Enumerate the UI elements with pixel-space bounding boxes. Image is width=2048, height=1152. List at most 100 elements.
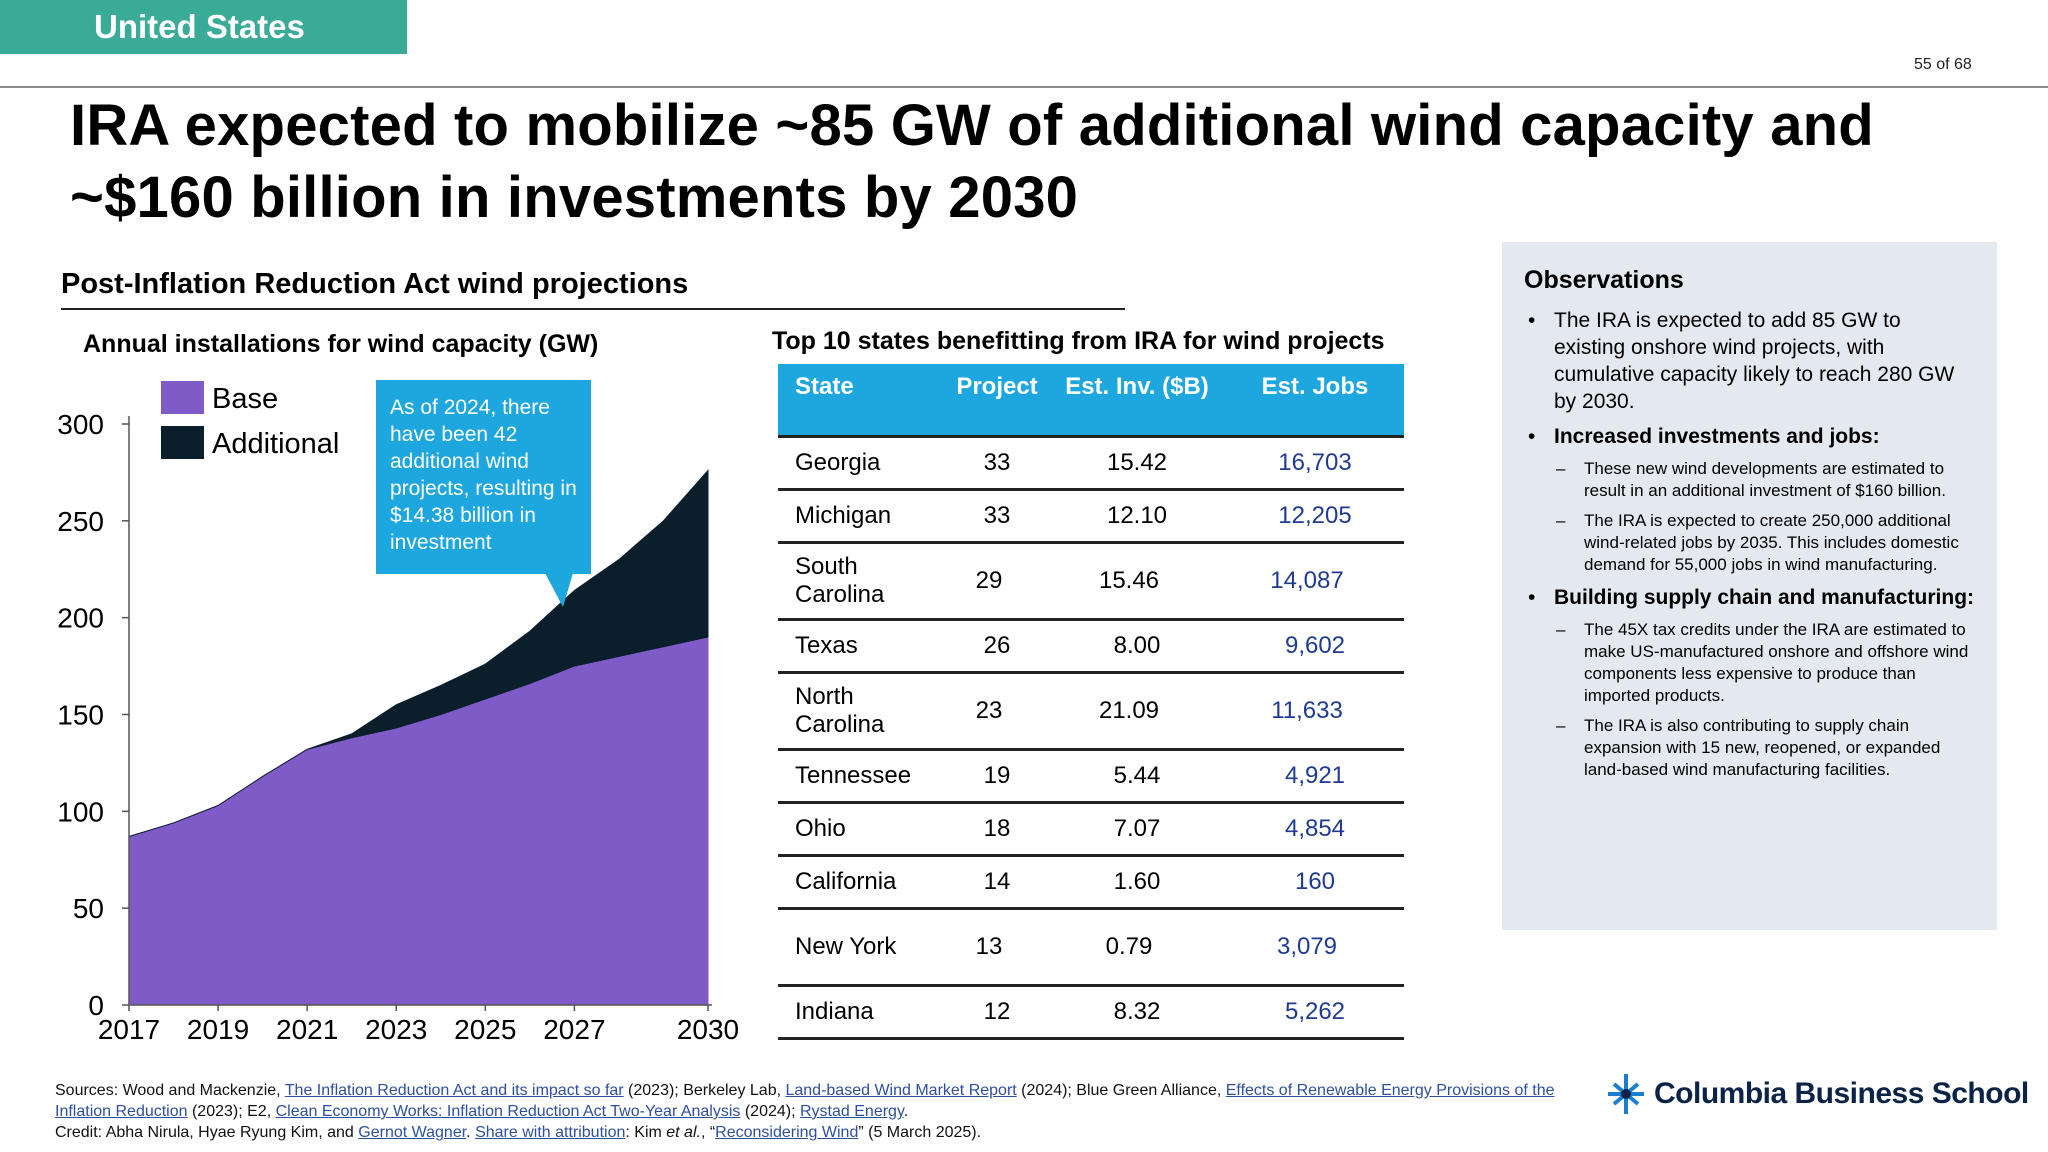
cell-est-inv: 15.42 (1106, 449, 1168, 476)
observation-heading: Building supply chain and manufacturing: (1554, 586, 1975, 609)
observations-list: The IRA is expected to add 85 GW to exis… (1524, 307, 1975, 781)
credit-link[interactable]: Share with attribution (475, 1124, 626, 1141)
cell-state: Indiana (795, 998, 874, 1025)
credit-link[interactable]: Reconsidering Wind (715, 1124, 859, 1141)
source-link[interactable]: Clean Economy Works: Inflation Reduction… (275, 1103, 741, 1120)
section-tab: United States (0, 0, 407, 54)
observations-title: Observations (1524, 266, 1684, 294)
observations-panel: Observations The IRA is expected to add … (1502, 242, 1997, 930)
credit-text: ” (5 March 2025). (858, 1124, 982, 1141)
callout-pointer (545, 573, 573, 607)
legend-swatch-base (161, 381, 204, 414)
header-divider (0, 86, 2048, 88)
panel-title: Post-Inflation Reduction Act wind projec… (61, 268, 689, 300)
cell-est-jobs: 160 (1294, 868, 1336, 895)
cell-state: South Carolina (795, 553, 885, 608)
y-tick-label: 50 (73, 893, 104, 924)
y-tick-label: 250 (57, 506, 104, 537)
legend-label-base: Base (212, 383, 278, 415)
table-row: South Carolina 29 15.46 14,087 (778, 544, 1404, 621)
sources-text: (2023); Berkeley Lab, (623, 1082, 786, 1099)
cell-project: 26 (983, 632, 1011, 659)
states-table: State Project Est. Inv. ($B) Est. Jobs G… (778, 364, 1404, 1040)
columbia-logo: Columbia Business School (1604, 1072, 2029, 1116)
observation-sub-bullet: These new wind developments are estimate… (1524, 458, 1975, 502)
page-number: 55 of 68 (1914, 56, 1972, 73)
logo-text: Columbia Business School (1654, 1077, 2029, 1110)
sources-footnote: Sources: Wood and Mackenzie, The Inflati… (55, 1080, 1555, 1143)
chart-title: Annual installations for wind capacity (… (83, 330, 599, 358)
cell-state: California (795, 868, 897, 895)
cell-state: New York (795, 933, 897, 960)
observation-bullet: The IRA is expected to add 85 GW to exis… (1524, 307, 1975, 415)
source-link[interactable]: Rystad Energy (800, 1103, 904, 1120)
table-row: North Carolina 23 21.09 11,633 (778, 674, 1404, 751)
cell-project: 18 (983, 815, 1011, 842)
x-tick-label: 2019 (187, 1014, 249, 1045)
cell-est-inv: 8.32 (1113, 998, 1161, 1025)
sources-text: (2024); (740, 1103, 800, 1120)
cell-est-jobs: 4,921 (1284, 762, 1346, 789)
observation-bullet: Increased investments and jobs: (1524, 423, 1975, 450)
credit-link[interactable]: Gernot Wagner (358, 1124, 467, 1141)
slide-title: IRA expected to mobilize ~85 GW of addit… (70, 93, 1874, 230)
credit-etal: et al. (666, 1124, 701, 1141)
table-row: Ohio 18 7.07 4,854 (778, 804, 1404, 857)
cell-est-inv: 12.10 (1106, 502, 1168, 529)
chart-annotation-callout: As of 2024, there have been 42 additiona… (376, 380, 591, 574)
table-row: Texas 26 8.00 9,602 (778, 621, 1404, 674)
cell-project: 14 (983, 868, 1011, 895)
cell-est-jobs: 12,205 (1278, 502, 1352, 529)
area-series-base (128, 636, 709, 1006)
area-series-additional (128, 469, 709, 837)
cell-project: 12 (983, 998, 1011, 1025)
cell-state: Tennessee (795, 762, 912, 789)
cell-est-inv: 8.00 (1113, 632, 1161, 659)
cell-state: North Carolina (795, 683, 885, 738)
cell-est-jobs: 11,633 (1271, 697, 1343, 724)
cell-est-inv: 15.46 (1098, 567, 1160, 594)
y-tick-label: 0 (88, 990, 104, 1021)
cell-project: 19 (983, 762, 1011, 789)
cell-project: 29 (975, 567, 1003, 594)
panel-divider (61, 308, 1125, 310)
header-est-jobs: Est. Jobs (1261, 373, 1369, 400)
credit-text: . (466, 1124, 476, 1141)
cell-state: Georgia (795, 449, 881, 476)
wind-capacity-area-chart: 0 50 100 150 200 250 300 2017 2019 2021 2023 2025 20… (57, 381, 739, 1045)
y-tick-label: 300 (57, 409, 104, 440)
table-row: California 14 1.60 160 (778, 857, 1404, 910)
source-link[interactable]: Effects of Renewable Energy Provisions o… (55, 1082, 1555, 1120)
header-project: Project (956, 373, 1038, 400)
table-header-row: State Project Est. Inv. ($B) Est. Jobs (778, 364, 1404, 438)
cell-est-inv: 0.79 (1105, 933, 1153, 960)
source-link[interactable]: Land-based Wind Market Report (785, 1082, 1017, 1099)
legend-swatch-additional (161, 426, 204, 459)
sources-text: (2023); E2, (187, 1103, 276, 1120)
table-body: Georgia 33 15.42 16,703 Michigan 33 12.10 12,20… (778, 438, 1404, 1040)
y-tick-label: 100 (57, 796, 104, 827)
cell-est-inv: 1.60 (1113, 868, 1161, 895)
table-row: Tennessee 19 5.44 4,921 (778, 751, 1404, 804)
table-title: Top 10 states benefitting from IRA for w… (772, 327, 1385, 355)
header-est-inv: Est. Inv. ($B) (1065, 373, 1209, 400)
header-state: State (795, 373, 854, 400)
table-row: New York 13 0.79 3,079 (778, 910, 1404, 987)
observation-sub-bullet: The 45X tax credits under the IRA are es… (1524, 619, 1975, 707)
cell-est-jobs: 16,703 (1278, 449, 1352, 476)
credit-text: , “ (700, 1124, 716, 1141)
source-link[interactable]: The Inflation Reduction Act and its impa… (284, 1082, 624, 1099)
observation-heading: Increased investments and jobs: (1554, 425, 1880, 448)
cell-est-jobs: 5,262 (1284, 998, 1346, 1025)
cell-est-jobs: 9,602 (1284, 632, 1346, 659)
x-tick-label: 2027 (543, 1014, 605, 1045)
table-row: Michigan 33 12.10 12,205 (778, 491, 1404, 544)
sources-text: (2024); Blue Green Alliance, (1016, 1082, 1226, 1099)
x-tick-label: 2017 (98, 1014, 160, 1045)
legend-label-additional: Additional (212, 428, 339, 460)
columbia-crown-icon (1608, 1074, 1644, 1114)
x-tick-label: 2030 (677, 1014, 739, 1045)
cell-est-jobs: 3,079 (1276, 933, 1338, 960)
y-tick-label: 200 (57, 603, 104, 634)
observation-sub-bullet: The IRA is also contributing to supply c… (1524, 715, 1975, 781)
